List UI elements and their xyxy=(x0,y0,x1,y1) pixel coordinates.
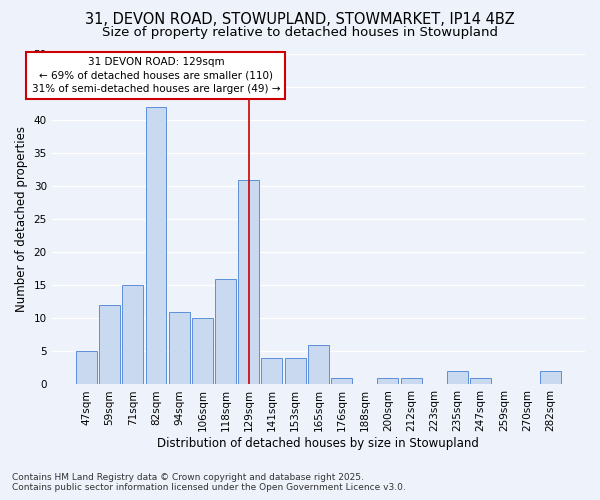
Bar xyxy=(377,378,398,384)
Bar xyxy=(169,312,190,384)
Text: 31, DEVON ROAD, STOWUPLAND, STOWMARKET, IP14 4BZ: 31, DEVON ROAD, STOWUPLAND, STOWMARKET, … xyxy=(85,12,515,28)
Bar xyxy=(238,180,259,384)
Bar xyxy=(284,358,305,384)
Bar xyxy=(122,286,143,384)
Bar xyxy=(401,378,422,384)
Text: Contains HM Land Registry data © Crown copyright and database right 2025.
Contai: Contains HM Land Registry data © Crown c… xyxy=(12,473,406,492)
Bar xyxy=(99,305,120,384)
Bar xyxy=(146,107,166,384)
Bar xyxy=(192,318,213,384)
Bar xyxy=(447,371,468,384)
Bar xyxy=(470,378,491,384)
Bar xyxy=(540,371,561,384)
Text: 31 DEVON ROAD: 129sqm
← 69% of detached houses are smaller (110)
31% of semi-det: 31 DEVON ROAD: 129sqm ← 69% of detached … xyxy=(32,58,280,94)
Bar xyxy=(308,345,329,385)
Bar xyxy=(215,278,236,384)
Bar xyxy=(331,378,352,384)
Text: Size of property relative to detached houses in Stowupland: Size of property relative to detached ho… xyxy=(102,26,498,39)
Bar xyxy=(262,358,283,384)
Y-axis label: Number of detached properties: Number of detached properties xyxy=(15,126,28,312)
X-axis label: Distribution of detached houses by size in Stowupland: Distribution of detached houses by size … xyxy=(157,437,479,450)
Bar xyxy=(76,352,97,384)
